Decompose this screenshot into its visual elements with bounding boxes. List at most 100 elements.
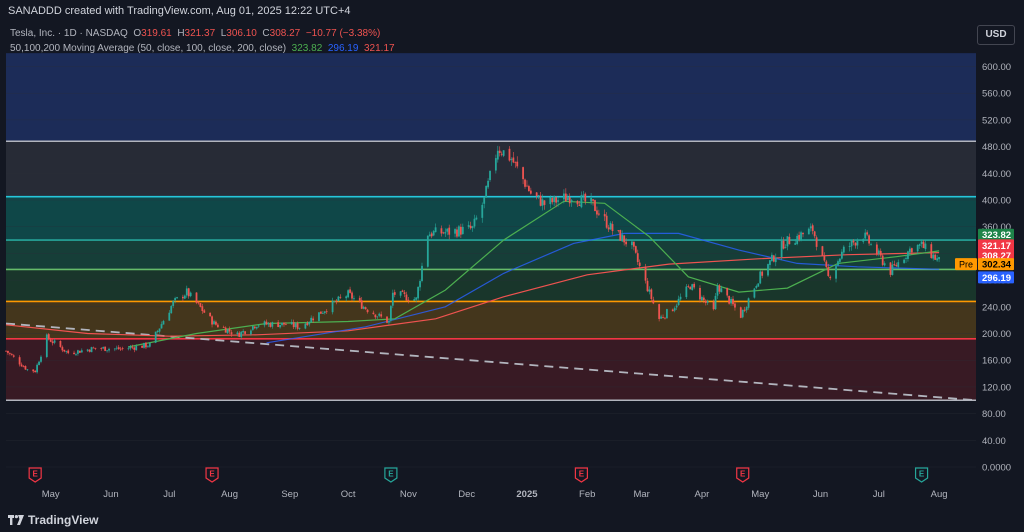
candle-body <box>671 309 674 312</box>
candle-body <box>821 246 824 256</box>
y-tick-label: 120.00 <box>982 382 1011 393</box>
candle-body <box>848 246 851 247</box>
earnings-label: E <box>32 470 38 479</box>
candle-body <box>22 366 25 368</box>
candle-body <box>788 236 791 245</box>
earnings-event-marker[interactable]: E <box>914 467 929 483</box>
x-tick-label: Feb <box>579 489 595 500</box>
candle-body <box>349 289 351 293</box>
ma100-value: 296.19 <box>327 43 359 54</box>
candle-body <box>187 288 190 297</box>
candle-body <box>524 179 526 187</box>
candle-body <box>485 185 488 198</box>
y-tick-label: 160.00 <box>982 356 1011 367</box>
candle-body <box>638 262 641 267</box>
candle-body <box>279 324 281 328</box>
candle-body <box>650 289 653 300</box>
candle-body <box>360 300 363 309</box>
candle-body <box>456 229 458 237</box>
tradingview-logo[interactable]: TradingView <box>8 513 98 527</box>
candle-body <box>932 254 935 259</box>
candle-body <box>75 354 77 356</box>
price-tag <box>978 271 1014 284</box>
earnings-event-marker[interactable]: E <box>736 467 750 483</box>
candle-body <box>471 226 474 229</box>
price-chart[interactable]: E E E E E E 0.0000 40.00 80.00 120.00 160.00 200.0… <box>0 22 1024 508</box>
change-value: −10.77 (−3.38%) <box>305 28 381 39</box>
candle-body <box>183 295 186 299</box>
candle-body <box>213 321 215 325</box>
candle-body <box>442 232 445 234</box>
candle-body <box>510 158 513 160</box>
y-tick-label: 440.00 <box>982 169 1011 180</box>
candle-body <box>372 312 375 315</box>
earnings-event-marker[interactable]: E <box>574 467 588 483</box>
candle-body <box>800 232 802 240</box>
candle-body <box>541 199 544 206</box>
candle-body <box>553 196 556 202</box>
candle-body <box>271 322 274 327</box>
candle-body <box>718 285 721 292</box>
candle-body <box>529 190 532 194</box>
candle-body <box>839 258 841 262</box>
candle-body <box>389 306 392 321</box>
candle-body <box>133 347 136 350</box>
candle-body <box>666 309 668 319</box>
candle-body <box>592 199 594 201</box>
x-tick-label: Aug <box>931 489 948 500</box>
candle-body <box>12 355 15 357</box>
candle-body <box>712 301 715 310</box>
candle-body <box>815 237 818 247</box>
candle-body <box>823 256 826 261</box>
candle-body <box>185 288 188 296</box>
price-zone <box>6 53 976 142</box>
time-axis[interactable]: May Jun Jul Aug Sep Oct Nov Dec 2025 Feb Mar Apr May… <box>42 489 948 500</box>
candle-body <box>646 280 649 292</box>
candle-body <box>584 193 587 202</box>
currency-button[interactable]: USD <box>977 25 1015 45</box>
candle-body <box>391 292 394 306</box>
candle-body <box>113 348 116 350</box>
y-tick-label: 80.00 <box>982 409 1006 420</box>
candle-body <box>444 232 447 234</box>
candle-body <box>199 303 202 307</box>
candle-body <box>924 243 927 250</box>
candle-body <box>732 298 734 305</box>
candle-body <box>106 350 108 352</box>
ma-indicator-title[interactable]: 50,100,200 Moving Average (50, close, 10… <box>10 43 287 54</box>
candle-body <box>877 250 880 254</box>
candle-body <box>201 306 204 312</box>
candle-body <box>8 352 11 354</box>
earnings-event-marker[interactable]: E <box>28 467 42 483</box>
candle-body <box>117 347 120 350</box>
candle-body <box>728 295 731 304</box>
candle-body <box>366 309 369 313</box>
candle-body <box>918 244 921 246</box>
candle-body <box>555 197 558 203</box>
candle-body <box>40 356 42 362</box>
grid-lines <box>6 66 976 468</box>
candle-body <box>693 283 696 288</box>
candle-body <box>147 346 149 348</box>
candle-body <box>594 200 596 212</box>
candle-body <box>809 226 812 229</box>
earnings-event-marker[interactable]: E <box>384 467 398 483</box>
candle-body <box>590 198 593 202</box>
candle-body <box>786 236 789 247</box>
candle-body <box>772 255 775 262</box>
candle-body <box>636 253 639 263</box>
symbol-label[interactable]: Tesla, Inc. · 1D · NASDAQ <box>10 28 128 39</box>
candle-body <box>321 312 324 314</box>
candle-body <box>426 235 429 267</box>
candle-body <box>162 321 165 325</box>
candle-body <box>333 301 336 303</box>
candle-body <box>811 225 814 232</box>
candle-body <box>26 369 29 371</box>
candle-body <box>862 238 865 242</box>
candle-body <box>78 350 81 353</box>
candle-body <box>664 317 666 319</box>
earnings-event-marker[interactable]: E <box>205 467 219 483</box>
candle-body <box>502 150 505 156</box>
candle-body <box>784 247 787 249</box>
low-label: L <box>220 28 227 39</box>
